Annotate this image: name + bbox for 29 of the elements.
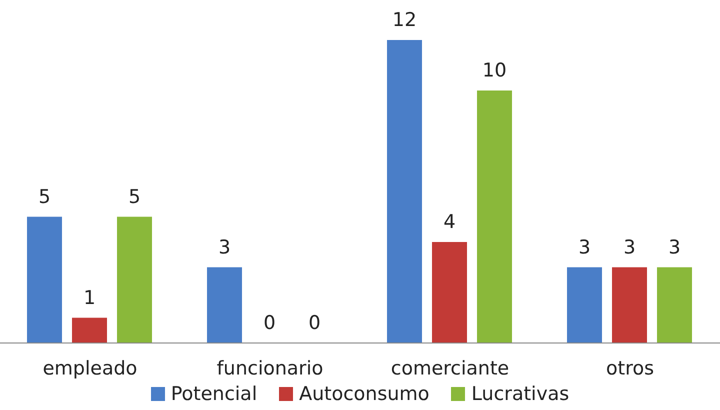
data-label: 10 [482,60,507,82]
bar [72,318,107,343]
bar [477,90,512,343]
data-label: 0 [263,312,276,334]
x-tick-label: funcionario [216,357,324,380]
data-label: 3 [623,236,636,258]
data-label: 0 [308,312,321,334]
data-label: 1 [83,286,96,309]
bar [207,267,242,343]
bar [612,267,647,343]
legend-label: Potencial [170,383,258,405]
x-tick-label: otros [606,357,654,380]
legend-label: Autoconsumo [299,383,430,405]
bar [432,242,467,343]
bar [27,216,62,343]
data-label: 5 [128,186,141,208]
bar [657,267,692,343]
data-label: 3 [668,236,681,258]
data-label: 3 [578,236,591,258]
data-label: 4 [443,211,456,233]
bar [387,40,422,343]
x-tick-label: comerciante [390,357,510,380]
bar [117,216,152,343]
data-label: 12 [392,9,417,31]
legend-label: Lucrativas [471,383,570,405]
x-tick-label: empleado [42,357,138,380]
data-label: 5 [38,186,51,208]
data-label: 3 [218,236,231,258]
bar [567,267,602,343]
